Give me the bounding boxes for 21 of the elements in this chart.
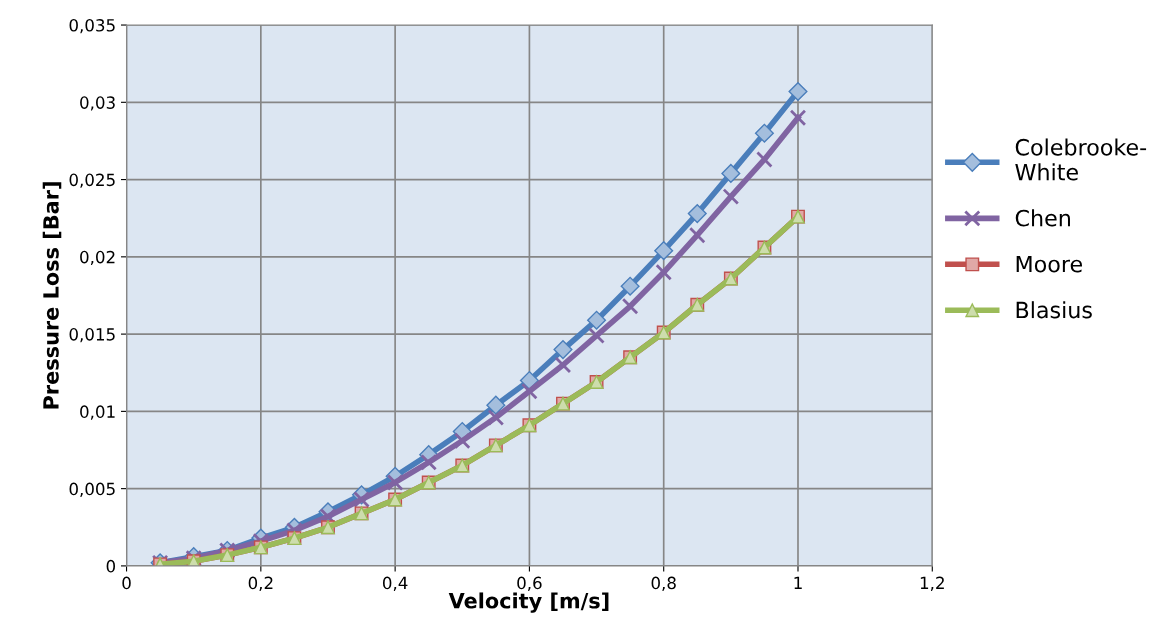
- x-tick-label: 0,6: [517, 576, 542, 591]
- legend-label: Chen: [1015, 209, 1070, 227]
- legend-label: Colebrooke- White: [1015, 138, 1147, 181]
- legend-label: Moore: [1016, 255, 1082, 273]
- y-tick-label: 0,03: [80, 96, 115, 111]
- x-tick-label: 1: [794, 576, 802, 589]
- y-tick-label: 0,035: [69, 19, 115, 34]
- x-axis-title: Velocity [m/s]: [448, 592, 609, 613]
- y-tick-label: 0,025: [69, 173, 115, 188]
- legend-label: Blasius: [1016, 301, 1092, 319]
- x-tick-label: 0,4: [382, 576, 408, 591]
- y-tick-label: 0,02: [80, 250, 115, 266]
- y-tick-label: 0: [106, 559, 116, 573]
- y-tick-label: 0,01: [80, 405, 115, 420]
- y-tick-label: 0,015: [69, 328, 115, 343]
- y-tick-label: 0,005: [69, 482, 115, 497]
- x-tick-label: 0,8: [651, 576, 676, 591]
- x-tick-label: 0: [122, 576, 131, 590]
- x-tick-label: 0,2: [248, 576, 273, 591]
- x-tick-label: 1,2: [920, 576, 944, 591]
- y-axis-title: Pressure Loss [Bar]: [42, 182, 62, 409]
